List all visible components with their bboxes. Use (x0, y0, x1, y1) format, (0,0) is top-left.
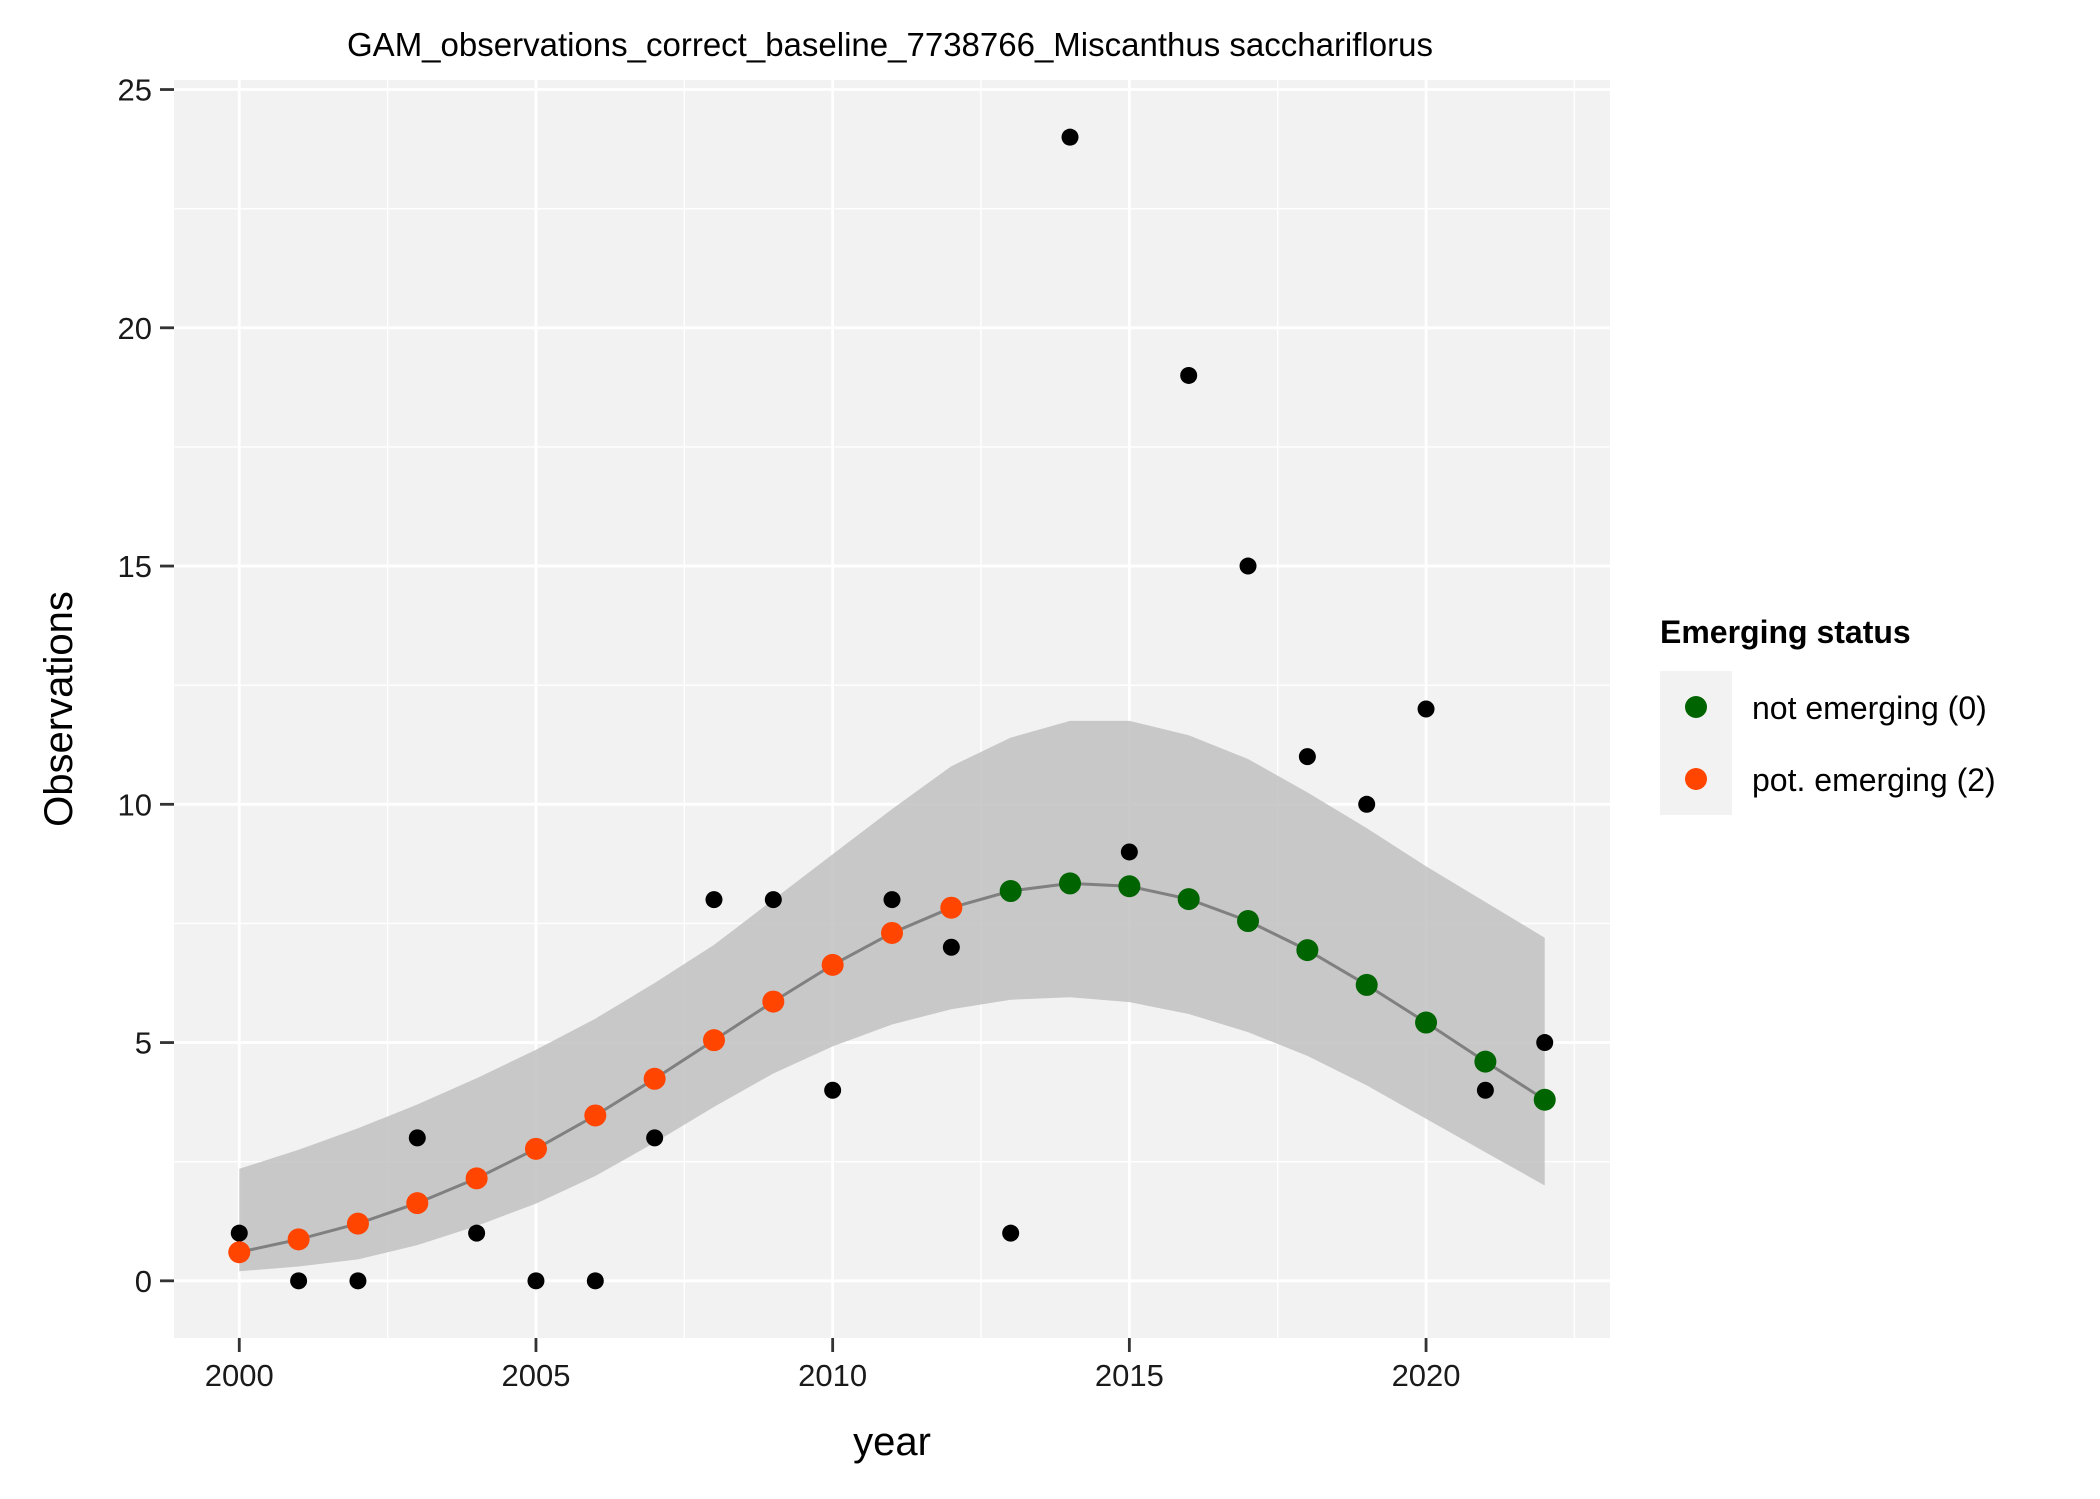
fitted-point-pot-emerging (762, 990, 785, 1013)
observed-point (1298, 748, 1316, 766)
x-tick-label: 2000 (205, 1358, 274, 1393)
observed-point (1536, 1034, 1554, 1052)
x-axis-title: year (853, 1420, 931, 1464)
observed-point (1239, 557, 1257, 575)
fitted-point-pot-emerging (524, 1137, 547, 1160)
fitted-point-pot-emerging (287, 1228, 310, 1251)
observed-point (942, 938, 960, 956)
observed-point (1180, 366, 1198, 384)
y-tick-label: 10 (118, 787, 152, 822)
x-tick-label: 2015 (1095, 1358, 1164, 1393)
fitted-point-not-emerging (1533, 1088, 1556, 1111)
legend-title: Emerging status (1660, 614, 1911, 650)
observed-point (1358, 795, 1376, 813)
y-tick-label: 5 (135, 1026, 152, 1061)
fitted-point-pot-emerging (465, 1167, 488, 1190)
fitted-point-pot-emerging (584, 1104, 607, 1127)
observed-point (527, 1272, 545, 1290)
observed-point (468, 1224, 486, 1242)
y-tick-label: 25 (118, 73, 152, 108)
observed-point (1002, 1224, 1020, 1242)
legend-key-not-emerging (1685, 696, 1707, 718)
x-tick-label: 2005 (501, 1358, 570, 1393)
observed-point (646, 1129, 664, 1147)
legend: Emerging status not emerging (0) pot. em… (1660, 614, 1996, 815)
fitted-point-pot-emerging (940, 896, 963, 919)
observed-point (586, 1272, 604, 1290)
legend-label-not-emerging: not emerging (0) (1752, 690, 1987, 726)
legend-label-pot-emerging: pot. emerging (2) (1752, 762, 1996, 798)
y-tick-label: 0 (135, 1264, 152, 1299)
observed-point (764, 891, 782, 909)
observed-point (1120, 843, 1138, 861)
fitted-point-not-emerging (1059, 872, 1082, 895)
legend-key-background (1660, 671, 1732, 815)
observed-point (705, 891, 723, 909)
chart-title: GAM_observations_correct_baseline_773876… (347, 26, 1433, 63)
observed-point (230, 1224, 248, 1242)
observed-point (349, 1272, 367, 1290)
fitted-point-pot-emerging (821, 953, 844, 976)
fitted-point-pot-emerging (881, 921, 903, 944)
fitted-points (228, 872, 1556, 1264)
fitted-point-not-emerging (1474, 1050, 1497, 1073)
x-tick-label: 2010 (798, 1358, 867, 1393)
fitted-point-pot-emerging (228, 1241, 251, 1264)
observed-point (1476, 1081, 1494, 1099)
observed-point (824, 1081, 842, 1099)
fitted-point-not-emerging (1177, 888, 1200, 911)
fitted-point-not-emerging (1118, 875, 1141, 898)
fitted-point-not-emerging (1296, 939, 1319, 962)
fitted-point-not-emerging (1415, 1011, 1438, 1034)
observed-points (230, 128, 1554, 1290)
fitted-point-not-emerging (1237, 910, 1260, 933)
observed-point (290, 1272, 308, 1290)
y-axis: 0 5 10 15 20 25 (118, 73, 174, 1299)
legend-key-pot-emerging (1685, 768, 1707, 790)
observed-point (1061, 128, 1079, 146)
fitted-point-pot-emerging (346, 1212, 369, 1235)
fitted-point-pot-emerging (702, 1029, 725, 1052)
y-tick-label: 15 (118, 549, 152, 584)
y-tick-label: 20 (118, 311, 152, 346)
fitted-point-pot-emerging (643, 1067, 666, 1090)
fitted-point-not-emerging (999, 880, 1022, 903)
observed-point (883, 891, 901, 909)
observed-point (1417, 700, 1435, 718)
fitted-point-pot-emerging (406, 1192, 429, 1215)
x-tick-label: 2020 (1392, 1358, 1461, 1393)
fitted-point-not-emerging (1355, 973, 1378, 996)
observed-point (408, 1129, 426, 1147)
x-axis: 2000 2005 2010 2015 2020 (205, 1338, 1461, 1393)
y-axis-title: Observations (37, 591, 81, 827)
